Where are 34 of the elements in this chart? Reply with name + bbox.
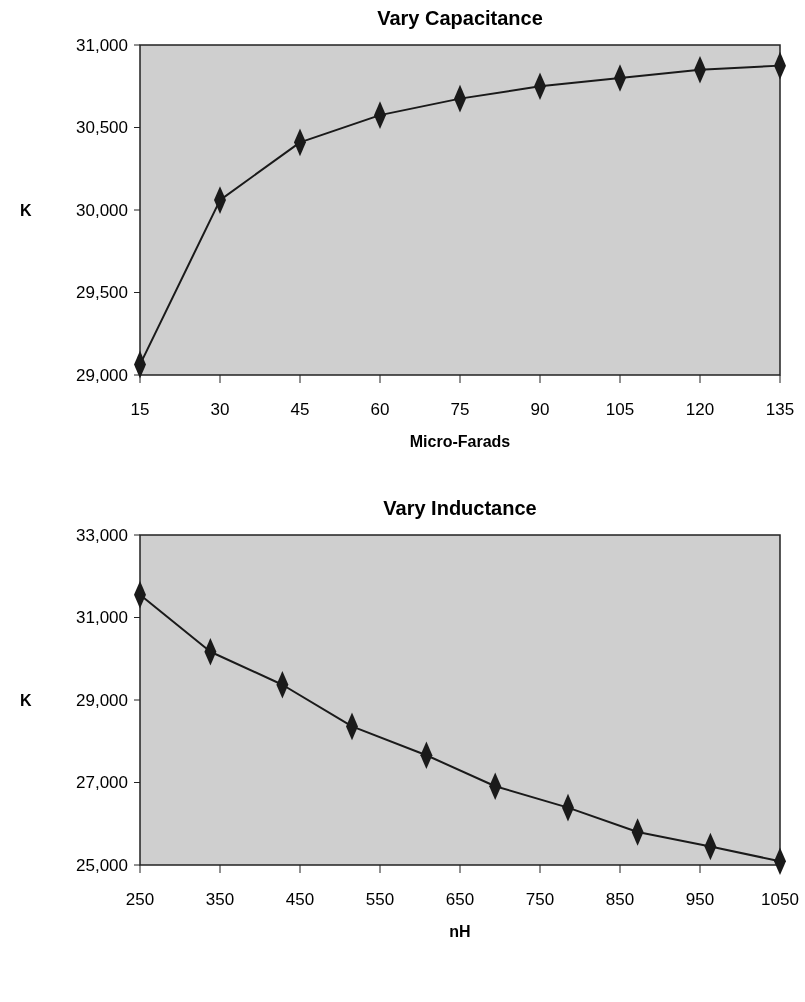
x-axis-title: Micro-Farads [409,433,511,450]
y-tick-label: 27,000 [76,773,128,793]
x-tick-label: 850 [605,890,635,909]
x-tick-label: 350 [205,890,235,909]
y-tick-label: 25,000 [76,855,128,875]
x-tick-label: 45 [290,400,310,419]
y-tick-label: 33,000 [76,525,128,545]
x-tick-label: 135 [765,400,795,419]
y-tick-label: 29,000 [76,365,128,385]
chart-title: Vary Inductance [383,497,537,519]
y-tick-label: 30,000 [76,200,128,220]
x-tick-label: 105 [605,400,635,419]
y-tick-label: 30,500 [76,118,128,138]
x-tick-label: 550 [365,890,395,909]
x-tick-label: 90 [530,400,550,419]
x-tick-label: 750 [525,890,555,909]
y-axis-title: K [20,201,32,219]
x-tick-label: 120 [685,400,715,419]
y-tick-label: 29,000 [76,690,128,710]
y-axis-title: K [20,691,32,709]
chart-title: Vary Capacitance [377,7,543,29]
y-tick-label: 29,500 [76,283,128,303]
x-tick-label: 60 [370,400,390,419]
x-tick-label: 450 [285,890,315,909]
x-axis-title: nH [449,923,471,940]
x-tick-label: 950 [685,890,715,909]
x-tick-label: 1050 [761,890,799,909]
x-tick-label: 650 [445,890,475,909]
x-tick-label: 75 [450,400,470,419]
x-tick-label: 30 [210,400,230,419]
x-tick-label: 250 [125,890,155,909]
y-tick-label: 31,000 [76,608,128,628]
y-tick-label: 31,000 [76,35,128,55]
x-tick-label: 15 [130,400,150,419]
